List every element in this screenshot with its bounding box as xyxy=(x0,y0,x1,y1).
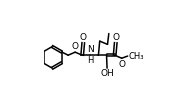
Text: O: O xyxy=(72,42,79,51)
Text: O: O xyxy=(80,33,87,42)
Text: OH: OH xyxy=(100,69,114,78)
Text: O: O xyxy=(112,33,119,42)
Text: H: H xyxy=(87,56,93,65)
Text: N: N xyxy=(87,45,94,54)
Text: O: O xyxy=(118,60,125,69)
Text: CH₃: CH₃ xyxy=(128,52,144,61)
